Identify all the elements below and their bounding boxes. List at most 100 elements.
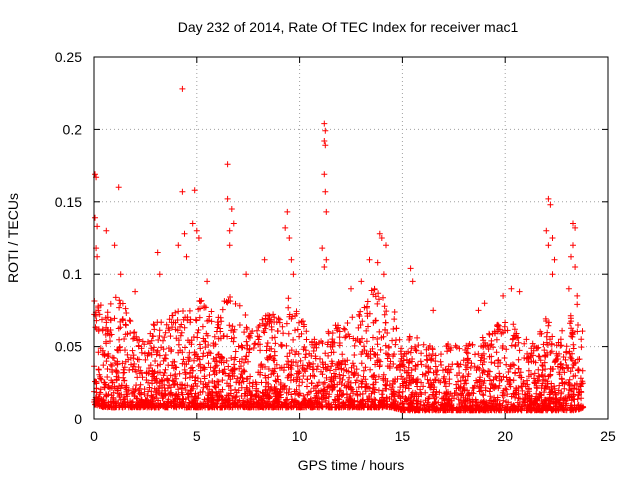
data-point [235, 402, 241, 409]
data-point [319, 245, 326, 252]
data-point [432, 399, 439, 406]
data-point [383, 394, 390, 401]
data-point [246, 345, 253, 352]
data-point [163, 404, 170, 411]
data-point [432, 358, 439, 365]
data-point [176, 403, 183, 410]
data-point [287, 371, 293, 378]
data-point [303, 365, 310, 372]
data-point [227, 390, 234, 397]
data-point [540, 341, 547, 348]
data-point [123, 310, 130, 316]
data-point [217, 314, 224, 321]
data-point [331, 396, 338, 403]
data-point [231, 326, 238, 333]
data-point [153, 395, 160, 401]
data-point [390, 380, 396, 387]
data-point [547, 389, 554, 396]
data-point [374, 259, 381, 266]
data-point [531, 370, 538, 377]
data-point [181, 366, 188, 373]
data-point [413, 379, 420, 386]
data-point [505, 369, 512, 375]
data-point [370, 334, 376, 341]
data-point [477, 378, 483, 385]
data-point [340, 325, 347, 332]
data-point [372, 293, 379, 300]
data-point [230, 220, 237, 227]
data-point [244, 375, 251, 382]
data-point [262, 404, 269, 411]
data-point [393, 325, 400, 332]
data-point [170, 378, 177, 385]
data-point [558, 360, 564, 367]
data-point [258, 397, 265, 404]
data-point [271, 397, 278, 404]
data-point [111, 315, 118, 322]
data-point [171, 392, 178, 399]
data-point [420, 383, 427, 390]
data-point [453, 381, 460, 388]
data-point [191, 349, 198, 356]
data-point [257, 347, 264, 354]
data-point [487, 377, 493, 384]
data-point [275, 393, 282, 400]
data-point [92, 171, 98, 178]
data-point [189, 364, 196, 371]
data-point [506, 376, 513, 383]
data-point [295, 370, 302, 377]
data-point [331, 339, 338, 346]
data-point [101, 384, 108, 391]
data-point [465, 355, 471, 362]
data-point [275, 392, 282, 399]
data-point [138, 369, 145, 376]
data-point [432, 363, 439, 370]
data-point [399, 400, 406, 407]
data-point [209, 378, 216, 385]
data-point [311, 336, 318, 343]
data-point [309, 339, 315, 346]
data-point [405, 359, 412, 366]
data-point [94, 253, 101, 260]
data-point [161, 370, 168, 376]
data-point [426, 343, 433, 349]
data-point [337, 387, 344, 394]
data-point [207, 390, 214, 397]
data-point [314, 403, 321, 410]
data-point [574, 328, 581, 335]
data-point [490, 384, 497, 391]
data-point [432, 376, 438, 383]
data-point [195, 235, 202, 241]
data-point [240, 378, 247, 385]
data-point [206, 372, 213, 378]
data-point [229, 401, 236, 408]
data-point [237, 374, 244, 381]
data-point [239, 344, 246, 351]
data-point [130, 335, 136, 342]
data-point [488, 353, 495, 360]
data-point [134, 374, 141, 381]
data-point [323, 256, 330, 263]
data-point [156, 403, 163, 410]
data-point [131, 329, 138, 336]
data-point [171, 382, 178, 388]
data-point [115, 325, 122, 332]
data-point [452, 342, 459, 349]
data-point [320, 381, 327, 387]
data-point [253, 391, 260, 397]
data-point [536, 373, 543, 380]
data-point [406, 335, 413, 341]
data-point [527, 398, 534, 405]
data-point [254, 327, 260, 334]
data-point [382, 326, 389, 333]
data-point [424, 376, 431, 383]
data-point [288, 372, 295, 379]
data-point [392, 341, 399, 348]
data-point [196, 314, 203, 321]
data-point [457, 377, 464, 384]
data-point [232, 300, 239, 307]
data-point [265, 392, 272, 399]
data-point [533, 407, 540, 414]
data-point [224, 161, 231, 168]
data-point [95, 397, 102, 404]
